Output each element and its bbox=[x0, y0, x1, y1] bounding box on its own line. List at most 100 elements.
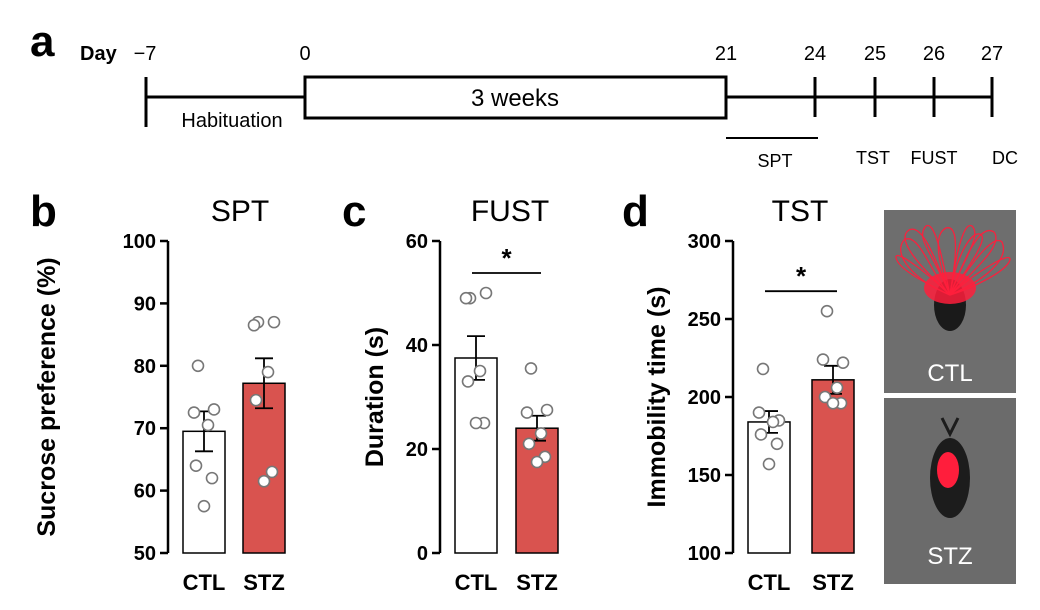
y-axis-label: Immobility time (s) bbox=[643, 287, 671, 508]
tst-title: TST bbox=[771, 195, 829, 228]
data-point bbox=[257, 474, 271, 488]
x-category-label: STZ bbox=[516, 570, 558, 595]
data-point bbox=[473, 364, 487, 378]
data-point bbox=[830, 381, 844, 394]
x-category-label: CTL bbox=[748, 570, 791, 595]
y-tick-label: 60 bbox=[406, 231, 428, 253]
y-tick-label: 150 bbox=[688, 465, 721, 487]
y-axis-label: Sucrose preference (%) bbox=[33, 257, 61, 536]
x-category-label: STZ bbox=[243, 570, 285, 595]
data-point bbox=[207, 403, 221, 416]
y-tick-label: 60 bbox=[134, 481, 156, 503]
ctl-mouse-photo: CTL bbox=[884, 210, 1016, 393]
data-point bbox=[267, 315, 281, 329]
spt-chart: 50 60 70 80 90 100 Sucrose preference (%) CTL ST… bbox=[33, 231, 286, 595]
ctl-mouse-image bbox=[884, 210, 1016, 393]
bar-ctl bbox=[454, 357, 498, 554]
y-tick-label: 250 bbox=[688, 309, 721, 331]
data-point bbox=[756, 362, 770, 376]
spt-title: SPT bbox=[210, 195, 270, 228]
tick-label: 25 bbox=[864, 43, 886, 65]
stz-mouse-image bbox=[884, 398, 1016, 584]
data-point bbox=[469, 416, 483, 430]
timeline bbox=[144, 75, 994, 139]
significance-star: * bbox=[796, 261, 807, 291]
data-point bbox=[816, 353, 830, 366]
tst-chart: 100 150 200 250 300 Immobility time (s) CTL STZ… bbox=[643, 231, 855, 595]
y-tick-label: 100 bbox=[688, 543, 721, 565]
data-point bbox=[187, 406, 201, 419]
panel-label-b: b bbox=[30, 187, 57, 236]
data-point bbox=[522, 437, 536, 451]
y-tick-label: 80 bbox=[134, 356, 156, 378]
x-category-label: STZ bbox=[812, 570, 854, 595]
spt-label: SPT bbox=[757, 151, 792, 171]
data-point bbox=[205, 471, 219, 485]
day-label: Day bbox=[80, 43, 118, 65]
habituation-label: Habituation bbox=[181, 110, 282, 132]
y-tick-label: 90 bbox=[134, 293, 156, 315]
data-point bbox=[479, 286, 493, 300]
stz-photo-caption: STZ bbox=[927, 543, 973, 570]
fust-title: FUST bbox=[470, 195, 550, 228]
data-point bbox=[197, 499, 211, 513]
data-point bbox=[762, 457, 776, 471]
three-weeks-label: 3 weeks bbox=[471, 85, 559, 112]
fust-label: FUST bbox=[911, 148, 958, 168]
data-point bbox=[261, 365, 275, 379]
data-point bbox=[754, 428, 768, 441]
y-tick-label: 100 bbox=[123, 231, 156, 253]
data-point bbox=[201, 418, 215, 432]
tick-label: −7 bbox=[134, 43, 157, 65]
data-point bbox=[540, 403, 554, 417]
data-point bbox=[265, 465, 279, 479]
tick-label: 27 bbox=[981, 43, 1003, 65]
panel-label-c: c bbox=[342, 187, 367, 236]
ctl-photo-caption: CTL bbox=[927, 360, 973, 387]
y-tick-label: 20 bbox=[406, 439, 428, 461]
data-point bbox=[534, 427, 548, 440]
data-point bbox=[530, 455, 544, 469]
tick-label: 26 bbox=[923, 43, 945, 65]
three-weeks-box bbox=[303, 75, 728, 120]
data-point bbox=[820, 304, 834, 318]
tick-label: 0 bbox=[299, 43, 310, 65]
data-point bbox=[818, 390, 832, 404]
x-category-label: CTL bbox=[183, 570, 226, 595]
data-point bbox=[189, 459, 203, 472]
y-axis-label: Duration (s) bbox=[361, 327, 389, 467]
y-tick-label: 0 bbox=[417, 543, 428, 565]
data-point bbox=[249, 393, 263, 407]
y-tick-label: 300 bbox=[688, 231, 721, 253]
fust-chart: 0 20 40 60 Duration (s) CTL STZ * bbox=[361, 231, 559, 595]
y-tick-label: 50 bbox=[134, 543, 156, 565]
data-point bbox=[826, 396, 840, 410]
y-tick-label: 40 bbox=[406, 335, 428, 357]
data-point bbox=[766, 415, 780, 429]
data-point bbox=[461, 375, 475, 388]
panel-label-a: a bbox=[30, 17, 55, 66]
timeline-labels: Day −7 0 21 24 25 26 27 Habituation 3 we… bbox=[80, 43, 1018, 171]
data-point bbox=[524, 362, 538, 375]
data-point bbox=[520, 406, 534, 419]
bar-stz bbox=[242, 382, 286, 554]
y-tick-label: 200 bbox=[688, 387, 721, 409]
x-category-label: CTL bbox=[455, 570, 498, 595]
dc-label: DC bbox=[992, 148, 1018, 168]
panel-label-d: d bbox=[622, 187, 649, 236]
significance-star: * bbox=[501, 243, 512, 273]
data-point bbox=[247, 318, 261, 332]
data-point bbox=[459, 291, 473, 305]
y-tick-label: 70 bbox=[134, 418, 156, 440]
tick-label: 21 bbox=[715, 43, 737, 65]
data-point bbox=[836, 356, 850, 369]
tick-label: 24 bbox=[804, 43, 826, 65]
stz-mouse-photo: STZ bbox=[884, 398, 1016, 584]
bar-stz bbox=[515, 427, 559, 554]
bar-ctl bbox=[747, 421, 791, 554]
tst-label: TST bbox=[856, 148, 890, 168]
data-point bbox=[191, 359, 205, 373]
data-point bbox=[752, 406, 766, 419]
data-point bbox=[770, 437, 784, 451]
